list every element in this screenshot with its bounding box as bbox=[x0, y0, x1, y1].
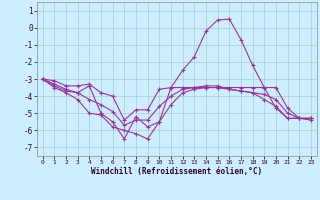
X-axis label: Windchill (Refroidissement éolien,°C): Windchill (Refroidissement éolien,°C) bbox=[91, 167, 262, 176]
